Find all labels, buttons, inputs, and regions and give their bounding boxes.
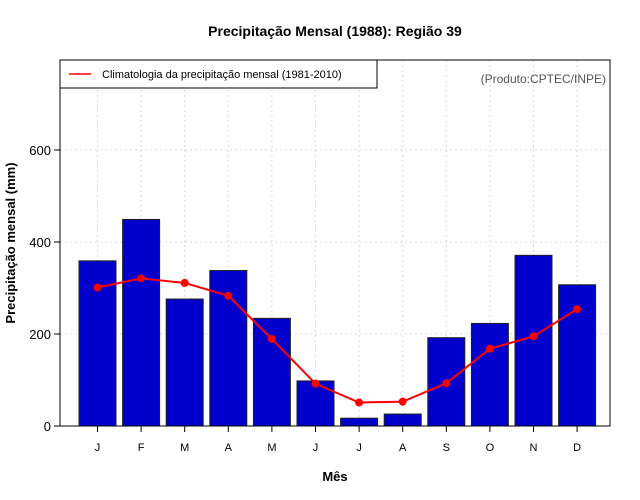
- climatology-point-9: [485, 344, 494, 353]
- climatology-point-0: [93, 283, 102, 292]
- bars: [78, 218, 597, 427]
- y-tick-label: 600: [29, 143, 51, 158]
- y-axis-title: Precipitação mensal (mm): [3, 162, 18, 323]
- x-axis-title: Mês: [322, 469, 347, 484]
- x-tick-label: O: [486, 442, 495, 454]
- bar-7: [383, 413, 422, 427]
- y-tick-label: 400: [29, 235, 51, 250]
- legend: Climatologia da precipitação mensal (198…: [59, 59, 378, 89]
- climatology-line: [93, 274, 582, 407]
- x-tick-label: M: [267, 442, 276, 454]
- bar-1: [122, 218, 161, 427]
- climatology-point-1: [137, 274, 146, 283]
- x-tick-label: J: [356, 442, 362, 454]
- x-tick-label: D: [573, 442, 581, 454]
- bar-9: [470, 322, 509, 427]
- x-tick-label: J: [95, 442, 101, 454]
- bar-2: [165, 298, 204, 427]
- climatology-point-11: [573, 305, 582, 314]
- bar-4: [252, 317, 291, 427]
- climatology-point-5: [311, 379, 320, 388]
- climatology-point-2: [180, 278, 189, 287]
- climatology-point-8: [442, 379, 451, 388]
- x-tick-label: S: [443, 442, 450, 454]
- x-tick-label: N: [530, 442, 538, 454]
- climatology-point-4: [267, 335, 276, 344]
- x-tick-label: J: [313, 442, 319, 454]
- x-tick-label: A: [225, 442, 233, 454]
- x-tick-label: M: [180, 442, 189, 454]
- credit-annotation: (Produto:CPTEC/INPE): [481, 72, 606, 86]
- bar-6: [340, 417, 379, 427]
- y-tick-label: 200: [29, 327, 51, 342]
- legend-box: [59, 59, 378, 89]
- y-tick-label: 0: [44, 419, 51, 434]
- climatology-polyline: [97, 277, 578, 404]
- y-axis: 0 200 400 600: [29, 143, 60, 434]
- climatology-point-3: [224, 291, 233, 300]
- chart-title: Precipitação Mensal (1988): Região 39: [208, 23, 462, 39]
- climatology-point-6: [355, 398, 364, 407]
- x-tick-label: F: [138, 442, 145, 454]
- climatology-point-10: [529, 332, 538, 341]
- climatology-point-7: [398, 397, 407, 406]
- legend-label: Climatologia da precipitação mensal (198…: [102, 69, 342, 81]
- bar-5: [296, 380, 335, 427]
- x-tick-label: A: [399, 442, 407, 454]
